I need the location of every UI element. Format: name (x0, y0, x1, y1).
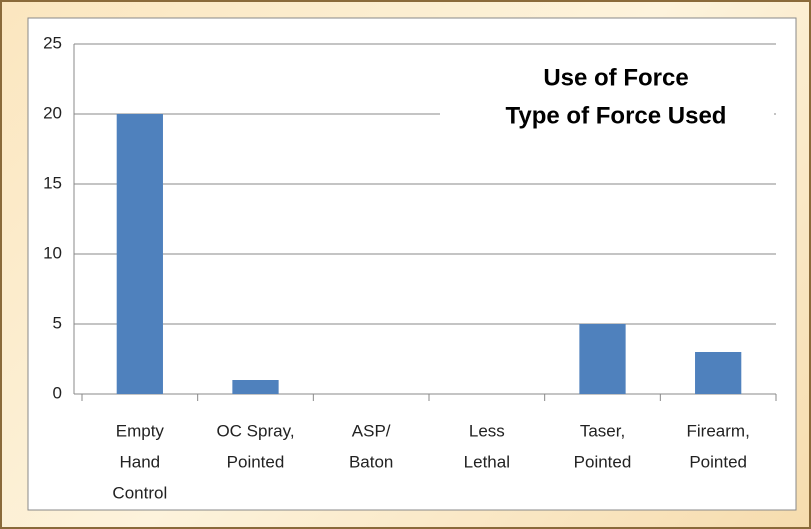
x-tick-label: Lethal (464, 452, 510, 471)
x-tick-label: Baton (349, 452, 393, 471)
x-tick-label: Pointed (574, 452, 632, 471)
bar (695, 352, 742, 394)
y-tick-label: 25 (43, 33, 62, 52)
title-background (440, 58, 774, 140)
x-tick-label: Pointed (689, 452, 747, 471)
x-tick-label: ASP/ (352, 421, 391, 440)
x-tick-label: Empty (116, 421, 165, 440)
x-tick-label: Firearm, (687, 421, 750, 440)
y-tick-label: 20 (43, 103, 62, 122)
y-tick-label: 0 (53, 383, 62, 402)
y-tick-label: 15 (43, 173, 62, 192)
x-tick-label: Taser, (580, 421, 625, 440)
x-tick-label: OC Spray, (216, 421, 294, 440)
x-tick-label: Less (469, 421, 505, 440)
y-tick-label: 5 (53, 313, 62, 332)
bar (579, 324, 626, 394)
bar (116, 114, 163, 394)
bar (232, 380, 279, 394)
chart-title: Use of Force (543, 64, 688, 91)
x-tick-label: Pointed (227, 452, 285, 471)
x-tick-label: Control (112, 483, 167, 502)
chart-title: Type of Force Used (506, 102, 727, 129)
y-tick-label: 10 (43, 243, 62, 262)
x-tick-label: Hand (120, 452, 161, 471)
